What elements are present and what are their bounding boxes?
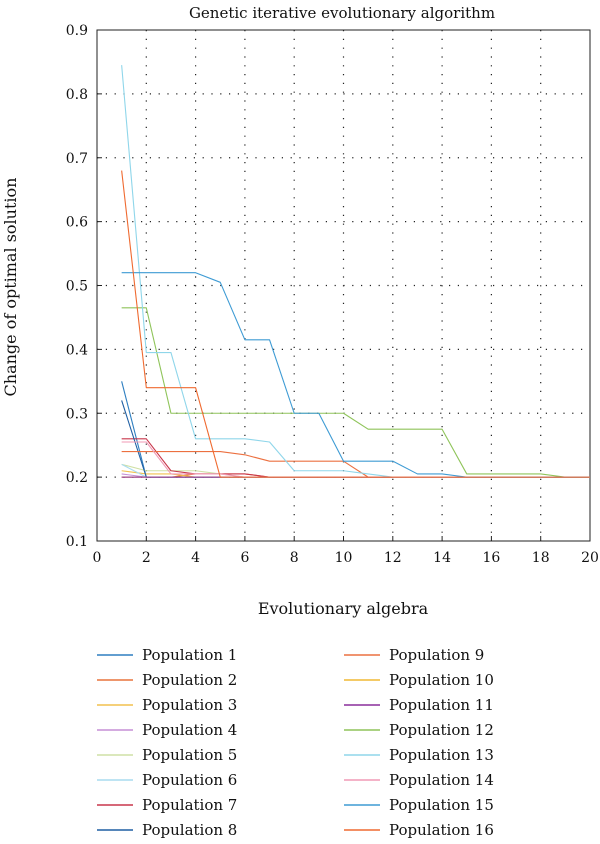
grid <box>97 30 590 541</box>
legend-item-population-11: Population 11 <box>344 696 494 714</box>
series-lines <box>121 65 590 478</box>
x-tick-label-9: 18 <box>532 550 550 566</box>
legend-label-7: Population 7 <box>142 796 237 814</box>
legend-item-population-8: Population 8 <box>97 821 237 839</box>
x-tick-label-8: 16 <box>482 550 500 566</box>
legend-item-population-4: Population 4 <box>97 721 237 739</box>
legend-item-population-10: Population 10 <box>344 671 494 689</box>
legend-item-population-1: Population 1 <box>97 646 237 664</box>
series-line-population-16 <box>121 170 590 478</box>
x-tick-label-1: 2 <box>142 550 151 566</box>
y-tick-label-0: 0.1 <box>66 534 88 550</box>
legend-item-population-15: Population 15 <box>344 796 494 814</box>
x-tick-label-4: 8 <box>290 550 299 566</box>
axes <box>96 29 591 542</box>
legend: Population 1 Population 2 Population 3 Popu… <box>97 646 494 839</box>
legend-label-2: Population 2 <box>142 671 237 689</box>
y-tick-label-8: 0.9 <box>66 23 88 39</box>
x-tick-label-2: 4 <box>191 550 200 566</box>
legend-item-population-12: Population 12 <box>344 721 494 739</box>
y-tick-label-4: 0.5 <box>66 279 88 295</box>
legend-label-13: Population 13 <box>389 746 494 764</box>
legend-label-16: Population 16 <box>389 821 494 839</box>
legend-item-population-13: Population 13 <box>344 746 494 764</box>
legend-label-3: Population 3 <box>142 696 237 714</box>
y-tick-label-6: 0.7 <box>66 151 88 167</box>
legend-label-9: Population 9 <box>389 646 484 664</box>
x-tick-label-6: 12 <box>384 550 402 566</box>
tick-labels: 0 2 4 6 8 10 12 14 16 18 20 0.1 0.2 0.3 0.4 0.5 0.6 0.7 0.… <box>66 23 599 566</box>
series-line-population-12 <box>121 307 590 478</box>
legend-item-population-5: Population 5 <box>97 746 237 764</box>
x-tick-label-7: 14 <box>433 550 451 566</box>
legend-item-population-2: Population 2 <box>97 671 237 689</box>
legend-item-population-3: Population 3 <box>97 696 237 714</box>
y-tick-label-5: 0.6 <box>66 215 88 231</box>
legend-label-14: Population 14 <box>389 771 494 789</box>
x-tick-label-3: 6 <box>240 550 249 566</box>
y-tick-label-1: 0.2 <box>66 470 88 486</box>
legend-label-10: Population 10 <box>389 671 494 689</box>
legend-item-population-14: Population 14 <box>344 771 494 789</box>
series-line-population-5 <box>121 463 590 478</box>
x-tick-label-10: 20 <box>581 550 599 566</box>
legend-item-population-9: Population 9 <box>344 646 484 664</box>
legend-label-12: Population 12 <box>389 721 494 739</box>
chart-title: Genetic iterative evolutionary algorithm <box>189 4 495 22</box>
legend-label-1: Population 1 <box>142 646 237 664</box>
legend-label-4: Population 4 <box>142 721 237 739</box>
x-tick-label-5: 10 <box>335 550 353 566</box>
legend-label-15: Population 15 <box>389 796 494 814</box>
legend-item-population-16: Population 16 <box>344 821 494 839</box>
series-line-population-7 <box>121 438 590 478</box>
legend-item-population-7: Population 7 <box>97 796 237 814</box>
x-axis-title: Evolutionary algebra <box>258 599 429 618</box>
legend-label-5: Population 5 <box>142 746 237 764</box>
legend-label-6: Population 6 <box>142 771 237 789</box>
legend-label-11: Population 11 <box>389 696 494 714</box>
y-tick-label-3: 0.4 <box>66 342 88 358</box>
legend-label-8: Population 8 <box>142 821 237 839</box>
y-tick-label-7: 0.8 <box>66 87 88 103</box>
series-line-population-13 <box>121 65 590 478</box>
x-tick-label-0: 0 <box>93 550 102 566</box>
series-line-population-8 <box>121 400 590 478</box>
y-tick-label-2: 0.3 <box>66 406 88 422</box>
series-line-population-15 <box>121 272 590 478</box>
legend-item-population-6: Population 6 <box>97 771 237 789</box>
series-line-population-1 <box>121 381 590 478</box>
y-axis-title: Change of optimal solution <box>1 178 20 397</box>
